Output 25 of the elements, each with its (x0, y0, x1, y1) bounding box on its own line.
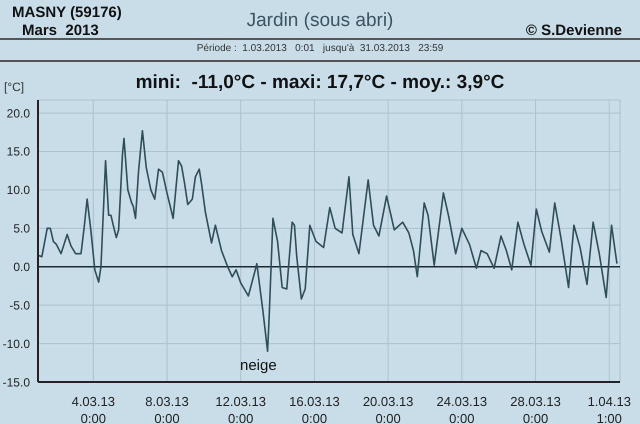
x-tick-label: 28.03.13 0:00 (510, 394, 561, 424)
line-series (38, 130, 618, 352)
chart-title: Jardin (sous abri) (246, 10, 394, 31)
x-tick-label: 24.03.13 0:00 (436, 394, 488, 424)
text: MASNY (59176) (12, 4, 122, 21)
x-tick-label: 1.04.13 1:00 (588, 394, 631, 424)
text: © S.Devienne (526, 22, 622, 39)
annotation: neige (240, 357, 277, 374)
x-tick-label: 8.03.13 0:00 (145, 394, 189, 424)
y-tick-label: 10.0 (6, 183, 30, 198)
text: mini: -11,0°C - maxi: 17,7°C - moy.: 3,9°C (136, 72, 504, 93)
y-tick-label: 15.0 (6, 144, 30, 159)
y-axis-title: [°C] (4, 80, 24, 94)
text: Mars 2013 (22, 22, 99, 39)
y-tick-label: 0.0 (13, 260, 30, 274)
x-tick-label: 4.03.13 0:00 (72, 394, 115, 424)
chart-subtitle: Période : 1.03.2013 0:01 jusqu'à 31.03.2013 23:59 (196, 43, 444, 54)
y-tick-label: 20.0 (6, 106, 30, 120)
y-tick-label: -15.0 (2, 375, 30, 390)
x-tick-label: 12.03.13 0:00 (215, 394, 266, 424)
y-tick-label: -10.0 (2, 336, 30, 351)
x-tick-label: 16.03.13 0:00 (289, 394, 340, 424)
x-tick-label: 20.03.13 0:00 (362, 394, 414, 424)
y-tick-label: 5.0 (13, 222, 30, 236)
y-tick-label: -5.0 (9, 298, 30, 312)
